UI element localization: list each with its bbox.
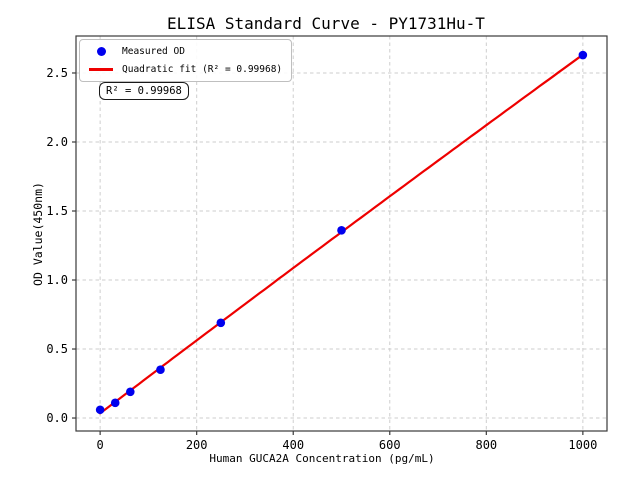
data-point — [126, 387, 135, 397]
legend-item-measured-od: Measured OD — [89, 46, 282, 57]
fit-line-icon — [89, 68, 113, 71]
x-axis-label: Human GUCA2A Concentration (pg/mL) — [209, 452, 435, 465]
plot-border — [75, 35, 608, 432]
legend-label-measured-od: Measured OD — [122, 46, 185, 57]
legend: Measured OD Quadratic fit (R² = 0.99968) — [79, 39, 293, 82]
y-tick-label: 0.0 — [46, 411, 68, 425]
legend-label-quadratic-fit: Quadratic fit (R² = 0.99968) — [122, 64, 283, 75]
x-tick-label: 600 — [379, 438, 401, 452]
y-tick-label: 2.5 — [46, 66, 68, 80]
y-tick-label: 1.5 — [46, 204, 68, 218]
x-tick-label: 800 — [475, 438, 497, 452]
legend-marker — [89, 68, 113, 71]
y-axis-label: OD Value(450nm) — [31, 182, 45, 286]
y-tick-label: 2.0 — [46, 135, 68, 149]
chart-title: ELISA Standard Curve - PY1731Hu-T — [167, 14, 485, 33]
x-tick-label: 400 — [282, 438, 304, 452]
scatter-point-icon — [96, 47, 106, 56]
data-point — [578, 50, 588, 60]
data-point — [337, 226, 346, 235]
legend-item-quadratic-fit: Quadratic fit (R² = 0.99968) — [89, 64, 282, 75]
y-tick-label: 1.0 — [46, 273, 68, 287]
x-tick-label: 200 — [186, 438, 208, 452]
y-tick-label: 0.5 — [46, 342, 68, 356]
r-squared-annotation: R² = 0.99968 — [99, 82, 189, 100]
x-tick-label: 1000 — [568, 438, 597, 452]
data-point — [95, 405, 105, 415]
data-point — [156, 365, 165, 375]
legend-marker — [89, 47, 113, 56]
data-point — [216, 318, 226, 328]
data-point — [110, 398, 120, 408]
x-tick-label: 0 — [97, 438, 104, 452]
